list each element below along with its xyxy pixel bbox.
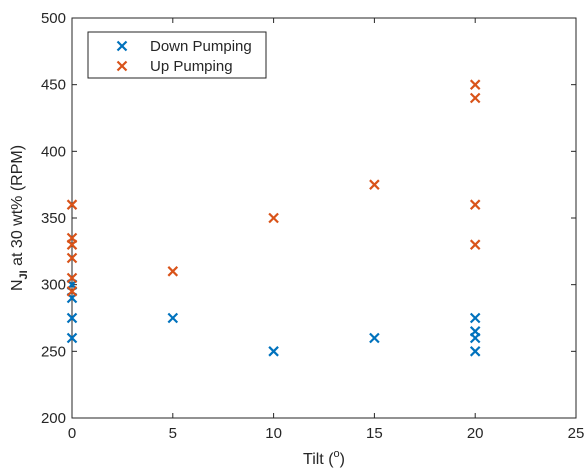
series-up-pumping: [66, 79, 481, 297]
data-point: [469, 79, 481, 90]
data-point: [469, 326, 481, 337]
data-point: [66, 252, 78, 264]
data-point: [469, 346, 481, 357]
y-tick-label: 350: [41, 210, 66, 227]
plot-frame: [71, 17, 577, 419]
data-point: [66, 199, 78, 210]
data-point: [167, 266, 179, 277]
data-point: [66, 332, 78, 344]
y-tick-label: 250: [41, 343, 66, 360]
legend-label: Down Pumping: [150, 38, 252, 55]
data-point: [66, 286, 78, 297]
x-tick-label: 5: [169, 425, 177, 442]
data-point: [369, 179, 380, 190]
data-point: [167, 312, 179, 324]
y-tick-label: 500: [41, 10, 66, 27]
data-point: [469, 312, 481, 324]
legend-label: Up Pumping: [150, 58, 233, 75]
data-points: [66, 79, 481, 357]
data-point: [66, 272, 78, 284]
x-tick-label: 10: [265, 425, 282, 442]
legend-marker: [116, 60, 128, 72]
x-tick-label: 0: [68, 425, 76, 442]
y-tick-label: 200: [41, 410, 66, 427]
data-point: [369, 332, 380, 344]
legend: Down Pumping Up Pumping: [87, 31, 267, 79]
x-tick-label: 20: [467, 425, 484, 442]
x-tick-label: 25: [568, 425, 585, 442]
data-point: [469, 92, 481, 104]
y-tick-label: 400: [41, 143, 66, 160]
data-point: [469, 239, 481, 250]
y-tick-label: 450: [41, 77, 66, 94]
data-point: [469, 199, 481, 210]
plot-area: [71, 17, 577, 419]
data-point: [66, 232, 78, 244]
x-tick-label: 15: [366, 425, 383, 442]
data-point: [268, 346, 279, 357]
y-axis-label: NJI at 30 wt% (RPM): [9, 145, 30, 291]
data-point: [268, 212, 279, 224]
y-tick-label: 300: [41, 277, 66, 294]
y-axis-ticks: 200 250 300 350 400 450 500: [41, 10, 576, 427]
x-axis-label: Tilt (o): [303, 448, 345, 468]
data-point: [66, 312, 78, 324]
legend-marker: [116, 40, 128, 52]
x-axis-ticks: 0 5 10 15 20 25: [68, 18, 585, 442]
